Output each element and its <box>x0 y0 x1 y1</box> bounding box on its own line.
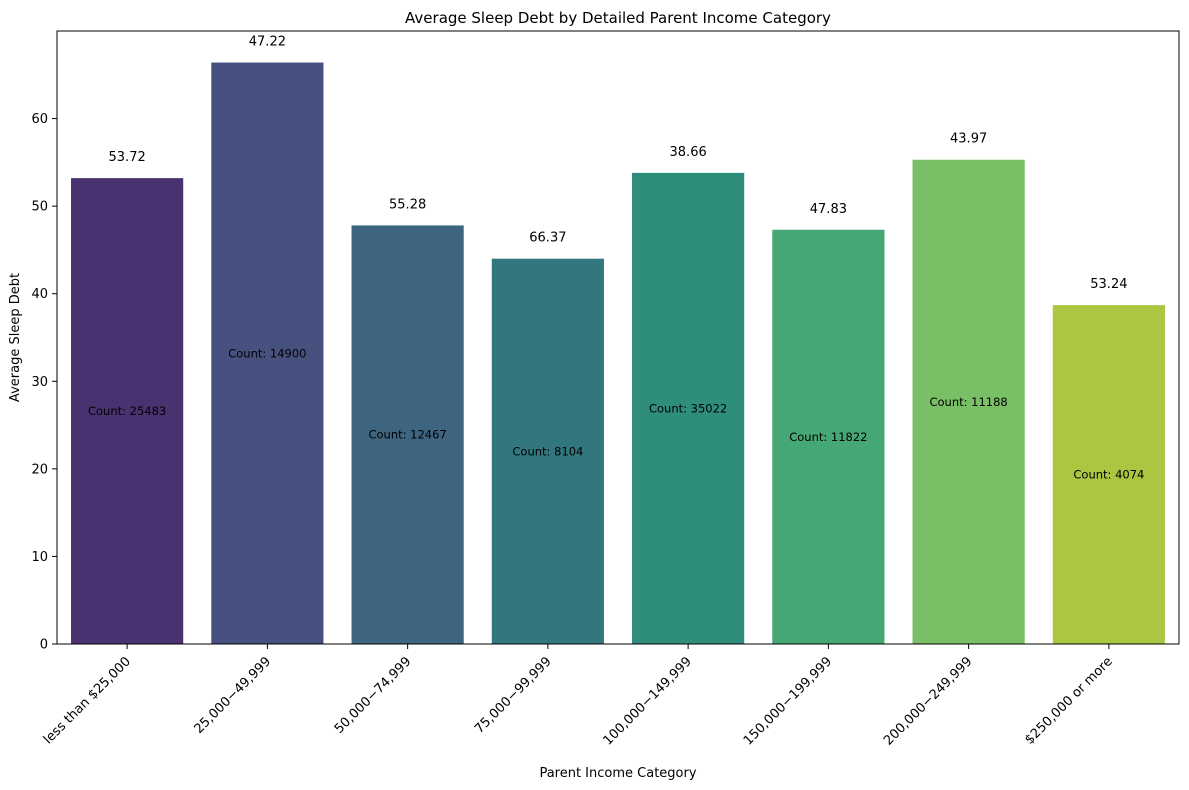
count-label-4: Count: 35022 <box>649 401 727 415</box>
count-label-6: Count: 11188 <box>929 395 1007 409</box>
value-label-6: 43.97 <box>950 132 987 147</box>
count-label-5: Count: 11822 <box>789 430 867 444</box>
y-axis: 0 10 20 30 40 50 60 <box>31 112 57 652</box>
value-label-3: 66.37 <box>529 231 566 246</box>
count-label-3: Count: 8104 <box>512 444 583 458</box>
y-tick-label-3: 30 <box>31 375 48 390</box>
x-axis-label: Parent Income Category <box>539 766 696 781</box>
count-label-1: Count: 14900 <box>228 346 306 360</box>
x-tick-label-7: $250,000 or more <box>1022 654 1116 748</box>
value-label-7: 53.24 <box>1090 277 1127 292</box>
y-tick-label-2: 20 <box>31 462 48 477</box>
x-tick-label-6: 200,000−249,999 <box>881 654 975 748</box>
y-tick-label-1: 10 <box>31 550 48 565</box>
value-label-0: 53.72 <box>109 150 146 165</box>
y-tick-label-6: 60 <box>31 112 48 127</box>
x-tick-label-1: 25,000−49,999 <box>192 654 275 737</box>
x-axis: less than $25,000 25,000−49,999 50,000−74,… <box>41 644 1116 749</box>
y-tick-label-5: 50 <box>31 200 48 215</box>
x-tick-label-0: less than $25,000 <box>41 654 134 747</box>
y-tick-label-0: 0 <box>40 638 48 653</box>
x-tick-label-3: 75,000−99,999 <box>472 654 555 737</box>
y-tick-label-4: 40 <box>31 287 48 302</box>
count-label-7: Count: 4074 <box>1073 468 1144 482</box>
y-axis-label: Average Sleep Debt <box>8 273 23 402</box>
count-label-0: Count: 25483 <box>88 404 166 418</box>
chart-title: Average Sleep Debt by Detailed Parent In… <box>405 9 831 27</box>
x-tick-label-2: 50,000−74,999 <box>332 654 415 737</box>
value-label-4: 38.66 <box>670 145 707 160</box>
count-label-2: Count: 12467 <box>368 428 446 442</box>
value-label-5: 47.83 <box>810 202 847 217</box>
value-label-2: 55.28 <box>389 197 426 212</box>
value-label-1: 47.22 <box>249 35 286 50</box>
x-tick-label-4: 100,000−149,999 <box>601 654 695 748</box>
x-tick-label-5: 150,000−199,999 <box>741 654 835 748</box>
bars-group: 53.72 Count: 25483 47.22 Count: 14900 55.28 C… <box>71 35 1165 644</box>
